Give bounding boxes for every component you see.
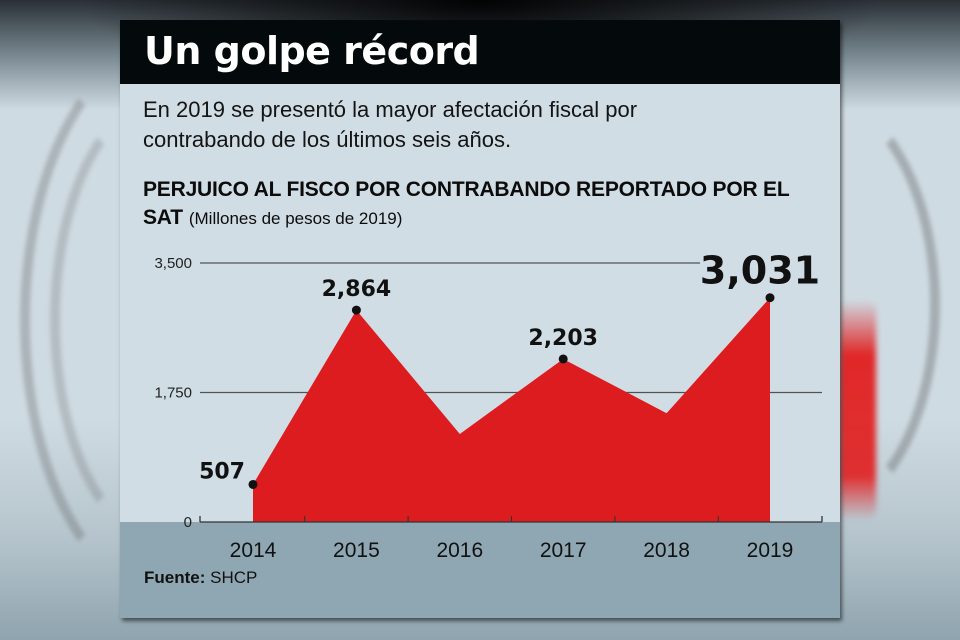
source-note: Fuente: SHCP	[144, 568, 257, 588]
background-brush-stroke	[20, 40, 320, 600]
x-tick-label: 2017	[540, 539, 587, 562]
x-tick-label: 2019	[747, 539, 794, 562]
x-tick-label: 2016	[436, 539, 483, 562]
data-point	[248, 479, 258, 489]
infographic-card: Un golpe récord En 2019 se presentó la m…	[120, 20, 840, 618]
y-tick-label: 1,750	[154, 385, 192, 402]
data-label: 2,203	[528, 326, 598, 351]
footer-band	[120, 522, 840, 618]
source-value: SHCP	[210, 568, 258, 587]
data-point	[558, 354, 568, 364]
x-tick-label: 2015	[333, 539, 380, 562]
chart-title: PERJUICO AL FISCO POR CONTRABANDO REPORT…	[143, 178, 790, 229]
title-bar: Un golpe récord	[120, 20, 840, 84]
data-label: 2,864	[322, 277, 392, 302]
data-point	[351, 305, 361, 315]
points-layer	[248, 293, 775, 489]
background-red-brush	[840, 300, 876, 520]
background-brush-stroke	[50, 90, 290, 550]
area-layer	[253, 297, 770, 522]
data-label: 507	[199, 459, 245, 484]
source-label: Fuente:	[144, 568, 206, 587]
y-tick-label: 0	[184, 514, 192, 531]
subtitle-text: En 2019 se presentó la mayor afectación …	[143, 97, 638, 152]
background-brush-stroke	[690, 90, 940, 520]
data-point	[765, 293, 775, 303]
chart-unit: (Millones de pesos de 2019)	[188, 209, 403, 228]
x-tick-label: 2014	[230, 539, 277, 562]
data-label: 3,031	[700, 249, 820, 293]
chart-heading: PERJUICO AL FISCO POR CONTRABANDO REPORT…	[143, 176, 803, 233]
area-series	[253, 297, 770, 522]
x-tick-label: 2018	[643, 539, 690, 562]
area-chart: 0 1,750 3,500 2014 2015 2016 2017 2018 2019 507 2…	[154, 249, 823, 562]
y-tick-label: 3,500	[154, 255, 192, 272]
page-title: Un golpe récord	[144, 29, 480, 73]
axis-layer: 0 1,750 3,500 2014 2015 2016 2017 2018 2019	[154, 255, 823, 562]
labels-layer: 507 2,864 2,203 3,031	[199, 249, 820, 485]
